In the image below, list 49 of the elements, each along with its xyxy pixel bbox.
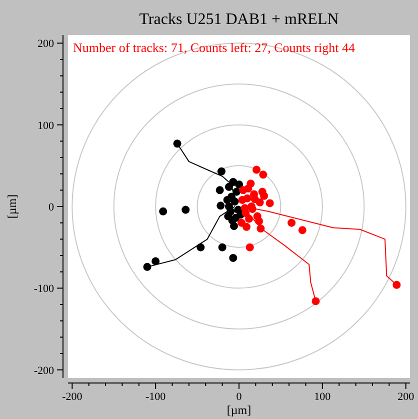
y-tick-label: -100 — [34, 283, 54, 296]
point — [226, 207, 235, 216]
point — [242, 222, 251, 231]
point — [246, 243, 254, 252]
point — [238, 196, 246, 204]
point — [298, 226, 306, 234]
point — [256, 224, 265, 233]
point — [240, 204, 249, 212]
point — [288, 218, 296, 227]
point — [230, 198, 239, 206]
chart-title: Tracks U251 DAB1 + mRELN — [139, 11, 340, 28]
point — [218, 243, 226, 252]
point — [258, 188, 266, 196]
x-axis-title: [µm] — [226, 403, 252, 417]
point — [152, 257, 160, 266]
point — [255, 217, 264, 226]
point — [392, 280, 401, 289]
y-tick-label: 0 — [48, 202, 54, 214]
x-tick-label: -100 — [146, 391, 166, 403]
y-tick-label: 100 — [38, 120, 54, 132]
y-axis-title: [µm] — [5, 194, 19, 219]
point — [159, 207, 168, 216]
point — [223, 196, 232, 204]
point — [259, 170, 268, 179]
point — [266, 199, 274, 208]
point — [224, 182, 233, 191]
point — [196, 243, 205, 252]
x-tick-label: 0 — [236, 391, 242, 403]
point — [229, 254, 238, 262]
point — [232, 214, 240, 222]
point — [216, 202, 225, 210]
x-tick-label: 200 — [398, 391, 415, 403]
point — [312, 297, 320, 306]
point — [143, 262, 152, 271]
x-tick-label: 100 — [314, 391, 332, 403]
point — [217, 167, 226, 176]
point — [216, 186, 224, 194]
point — [245, 214, 254, 223]
point — [232, 188, 240, 196]
point — [173, 140, 182, 148]
y-tick-label: -200 — [34, 364, 54, 377]
point — [252, 166, 261, 174]
annotation: Number of tracks: 71, Counts left: 27, Counts right 44 — [73, 40, 356, 55]
point — [244, 184, 252, 193]
x-tick-label: -200 — [62, 391, 83, 403]
point — [182, 206, 190, 214]
point — [250, 195, 259, 204]
point — [229, 178, 238, 186]
y-tick-label: 200 — [38, 38, 54, 50]
